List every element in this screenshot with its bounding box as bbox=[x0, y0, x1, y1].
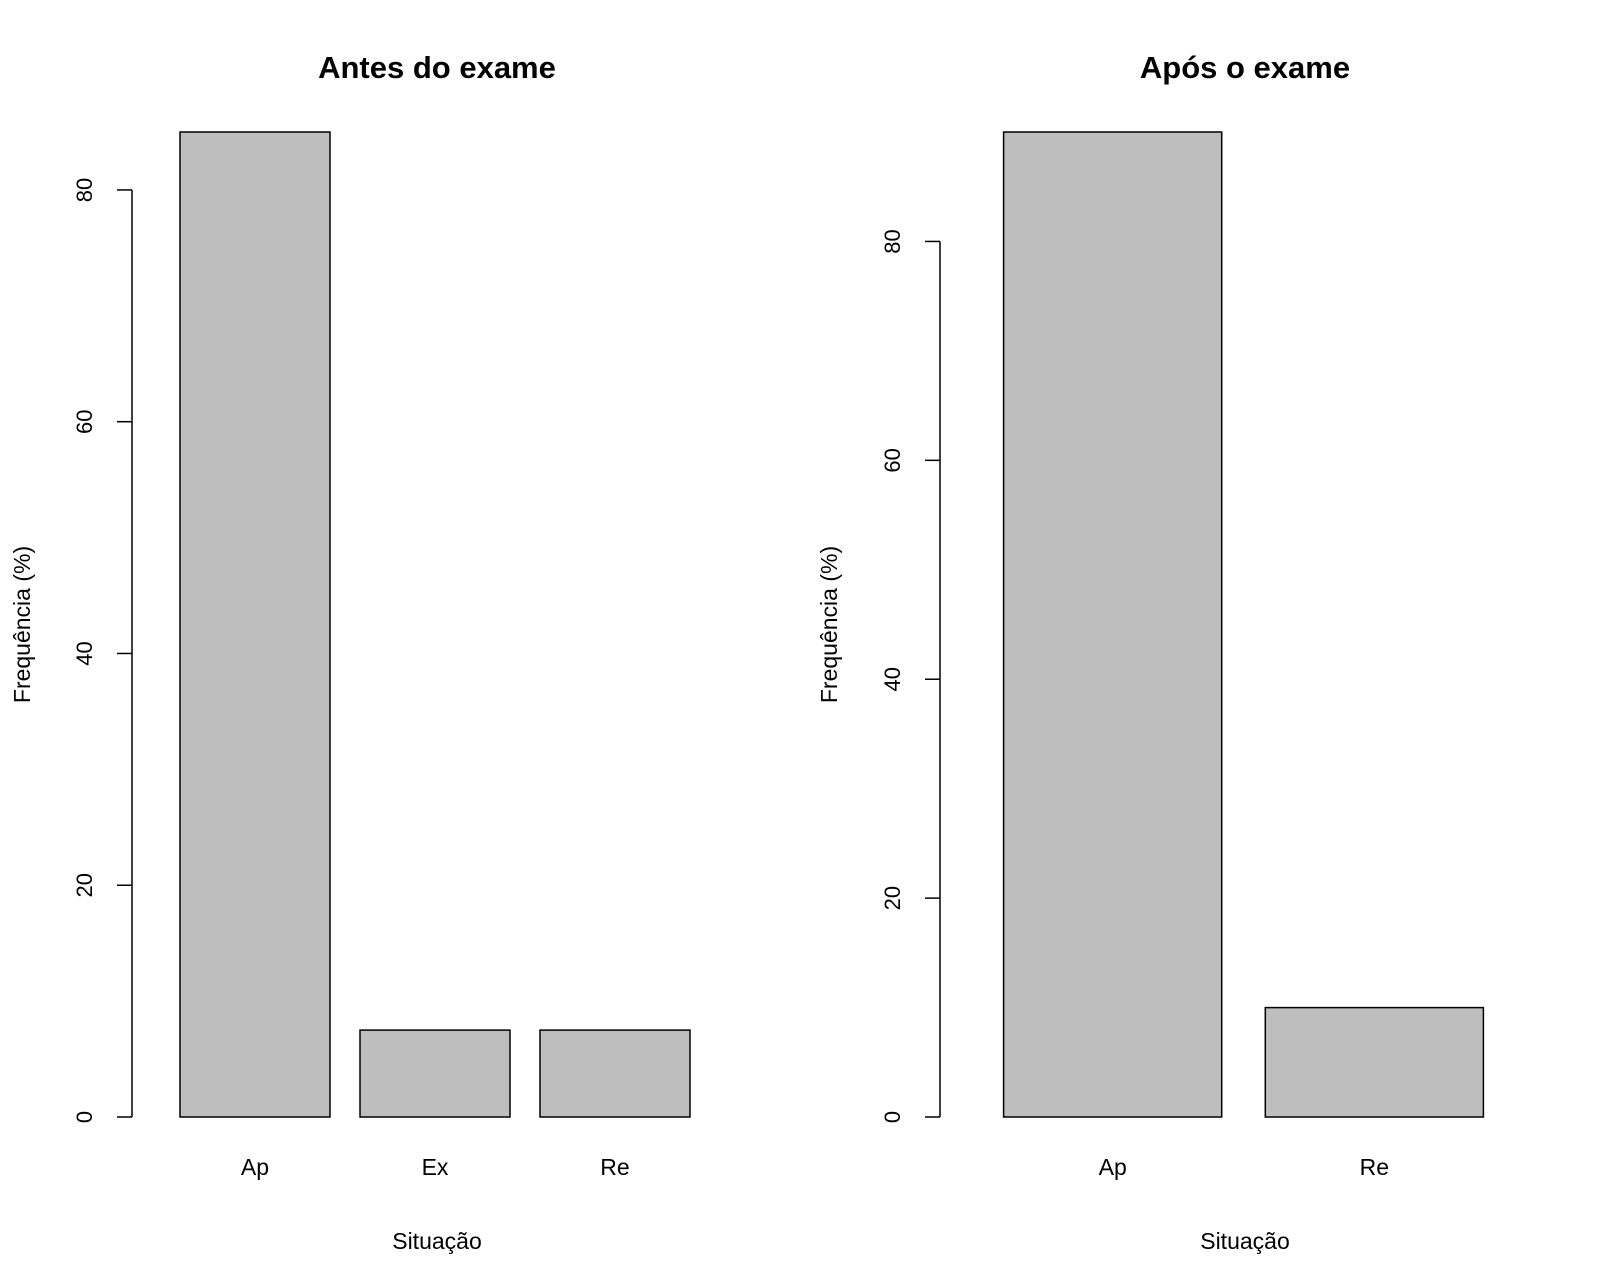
bar-group bbox=[1002, 131, 1485, 1118]
y-tick-label: 60 bbox=[72, 409, 97, 433]
chart-title: Antes do exame bbox=[318, 50, 556, 85]
y-axis-label: Frequência (%) bbox=[9, 546, 35, 703]
y-axis: 0 20 40 60 80 bbox=[72, 178, 133, 1123]
category-labels: Ap Re bbox=[1099, 1154, 1389, 1180]
bar-ap bbox=[1002, 131, 1223, 1118]
chart-panel-after: Após o exame Situação Frequência (%) 0 20… bbox=[816, 50, 1485, 1254]
chart-panel-before: Antes do exame Situação Frequência (%) 0… bbox=[9, 50, 691, 1254]
bar-ex bbox=[359, 1029, 511, 1118]
y-axis: 0 20 40 60 80 bbox=[880, 229, 941, 1123]
category-label: Ap bbox=[1099, 1154, 1127, 1180]
category-label: Ex bbox=[422, 1154, 449, 1180]
y-tick-label: 20 bbox=[72, 873, 97, 897]
bar-re bbox=[539, 1029, 691, 1118]
y-tick-label: 0 bbox=[880, 1111, 905, 1123]
x-axis-label: Situação bbox=[392, 1228, 482, 1254]
y-tick-label: 80 bbox=[72, 178, 97, 202]
category-labels: Ap Ex Re bbox=[241, 1154, 630, 1180]
bar-group bbox=[179, 131, 691, 1118]
y-tick-label: 60 bbox=[880, 448, 905, 472]
y-tick-label: 80 bbox=[880, 229, 905, 253]
y-tick-label: 0 bbox=[72, 1111, 97, 1123]
x-axis-label: Situação bbox=[1200, 1228, 1290, 1254]
chart-title: Após o exame bbox=[1140, 50, 1350, 85]
category-label: Re bbox=[1360, 1154, 1389, 1180]
y-tick-label: 20 bbox=[880, 886, 905, 910]
bar-ap bbox=[179, 131, 331, 1118]
bar-re bbox=[1264, 1006, 1485, 1118]
category-label: Re bbox=[600, 1154, 629, 1180]
y-tick-label: 40 bbox=[880, 667, 905, 691]
y-tick-label: 40 bbox=[72, 641, 97, 665]
category-label: Ap bbox=[241, 1154, 269, 1180]
y-axis-label: Frequência (%) bbox=[816, 546, 842, 703]
